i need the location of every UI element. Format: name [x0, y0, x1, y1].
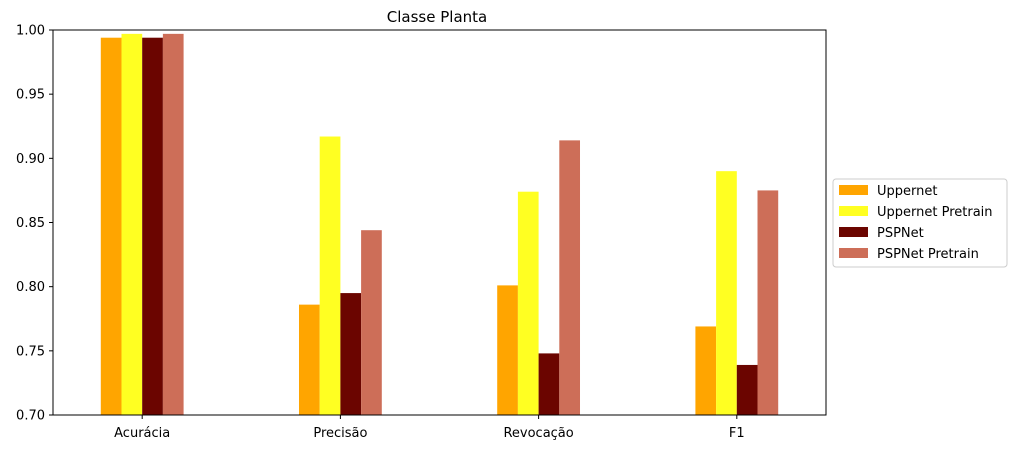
- y-tick-label: 0.95: [16, 88, 45, 103]
- bar-pspnet-2: [538, 353, 560, 415]
- y-tick-label: 0.90: [16, 152, 45, 167]
- bar-uppernet-1: [298, 304, 320, 415]
- legend-swatch: [839, 227, 868, 237]
- y-tick-label: 0.80: [16, 280, 45, 295]
- x-tick-label: Revocação: [503, 426, 573, 441]
- legend: Uppernet Uppernet Pretrain PSPNet PSPNet Pr…: [832, 178, 1008, 268]
- bar-uppernet-0: [100, 37, 122, 415]
- bar-pspnet-3: [736, 364, 758, 415]
- bar-uppernet-3: [695, 326, 717, 415]
- legend-label: PSPNet Pretrain: [877, 247, 979, 262]
- bar-uppernet-pretrain-0: [121, 33, 143, 415]
- bar-pspnet-pretrain-2: [559, 140, 581, 415]
- y-axis: 0.70 0.75 0.80 0.85 0.90 0.95 1.00: [16, 24, 53, 424]
- y-tick-label: 0.70: [16, 409, 45, 424]
- bar-pspnet-pretrain-3: [757, 190, 779, 415]
- legend-swatch: [839, 206, 868, 216]
- bar-pspnet-1: [340, 293, 362, 415]
- legend-swatch: [839, 248, 868, 258]
- bar-pspnet-pretrain-0: [162, 33, 184, 415]
- y-tick-label: 0.85: [16, 216, 45, 231]
- x-tick-label: F1: [729, 426, 745, 441]
- bars-layer: [100, 33, 779, 415]
- chart-title: Classe Planta: [387, 8, 487, 26]
- y-tick-label: 0.75: [16, 344, 45, 359]
- legend-label: Uppernet: [877, 184, 937, 199]
- legend-label: PSPNet: [877, 226, 924, 241]
- y-tick-label: 1.00: [16, 24, 45, 39]
- bar-uppernet-pretrain-1: [319, 136, 341, 415]
- x-tick-label: Precisão: [313, 426, 367, 441]
- x-axis: Acurácia Precisão Revocação F1: [114, 415, 745, 441]
- bar-uppernet-2: [497, 285, 518, 415]
- legend-label: Uppernet Pretrain: [877, 205, 993, 220]
- legend-swatch: [839, 185, 868, 195]
- x-tick-label: Acurácia: [114, 426, 170, 441]
- legend-box: [832, 178, 1008, 268]
- bar-uppernet-pretrain-2: [517, 191, 539, 415]
- bar-pspnet-pretrain-1: [361, 230, 382, 415]
- bar-uppernet-pretrain-3: [716, 171, 737, 415]
- bar-pspnet-0: [142, 37, 163, 415]
